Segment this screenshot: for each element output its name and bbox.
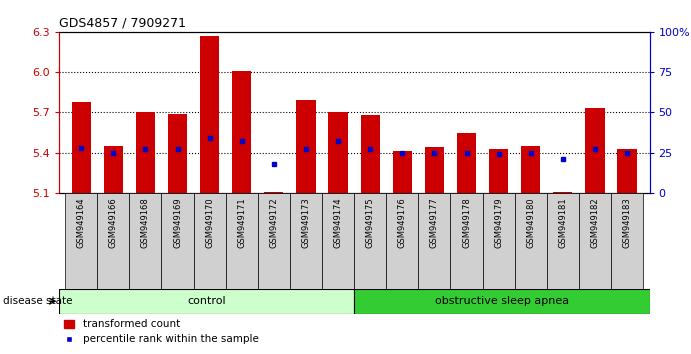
Text: GSM949179: GSM949179 [494, 198, 503, 249]
Bar [547, 193, 579, 289]
Text: GSM949177: GSM949177 [430, 198, 439, 249]
Bar [611, 193, 643, 289]
Bar [451, 193, 482, 289]
Bar [361, 115, 380, 193]
Bar [290, 193, 322, 289]
Text: GSM949171: GSM949171 [237, 198, 246, 249]
Bar [386, 193, 418, 289]
Bar [72, 102, 91, 193]
Bar [489, 149, 509, 193]
Bar [193, 193, 226, 289]
Bar [354, 289, 650, 314]
Text: GDS4857 / 7909271: GDS4857 / 7909271 [59, 16, 186, 29]
Bar [264, 192, 283, 193]
Text: GSM949166: GSM949166 [108, 198, 118, 249]
Bar [168, 114, 187, 193]
Bar [136, 112, 155, 193]
Bar [104, 146, 123, 193]
Bar [579, 193, 611, 289]
Bar [322, 193, 354, 289]
Bar [258, 193, 290, 289]
Bar [200, 36, 219, 193]
Text: GSM949183: GSM949183 [623, 198, 632, 249]
Text: disease state: disease state [3, 296, 73, 306]
Text: control: control [187, 296, 226, 306]
Text: GSM949180: GSM949180 [527, 198, 536, 249]
Bar [418, 193, 451, 289]
Bar [392, 151, 412, 193]
Bar [585, 108, 605, 193]
Text: GSM949175: GSM949175 [366, 198, 375, 249]
Text: GSM949182: GSM949182 [590, 198, 600, 249]
Text: GSM949173: GSM949173 [301, 198, 310, 249]
Text: GSM949181: GSM949181 [558, 198, 567, 249]
Bar [457, 132, 476, 193]
Bar [129, 193, 162, 289]
Bar [425, 147, 444, 193]
Bar [482, 193, 515, 289]
Bar [521, 146, 540, 193]
Text: GSM949170: GSM949170 [205, 198, 214, 249]
Text: GSM949168: GSM949168 [141, 198, 150, 249]
Bar [553, 192, 572, 193]
Legend: transformed count, percentile rank within the sample: transformed count, percentile rank withi… [64, 319, 258, 344]
Text: obstructive sleep apnea: obstructive sleep apnea [435, 296, 569, 306]
Text: GSM949172: GSM949172 [269, 198, 278, 249]
Bar [232, 71, 252, 193]
Text: GSM949169: GSM949169 [173, 198, 182, 249]
Bar [515, 193, 547, 289]
Text: GSM949164: GSM949164 [77, 198, 86, 249]
Bar [59, 289, 354, 314]
Bar [296, 100, 316, 193]
Text: GSM949176: GSM949176 [398, 198, 407, 249]
Bar [162, 193, 193, 289]
Bar [97, 193, 129, 289]
Bar [618, 149, 636, 193]
Text: GSM949174: GSM949174 [334, 198, 343, 249]
Bar [226, 193, 258, 289]
Bar [65, 193, 97, 289]
Bar [354, 193, 386, 289]
Bar [328, 112, 348, 193]
Text: GSM949178: GSM949178 [462, 198, 471, 249]
